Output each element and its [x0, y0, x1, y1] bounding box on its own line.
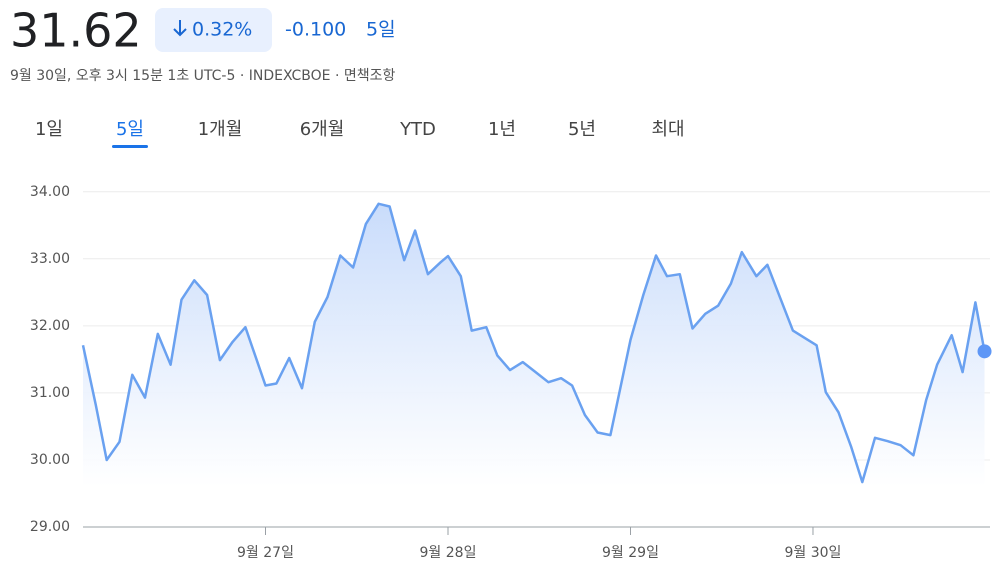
x-tick-label: 9월 29일: [602, 545, 659, 561]
y-tick-label: 32.00: [30, 318, 70, 334]
x-tick-label: 9월 28일: [420, 545, 477, 561]
tab[interactable]: 5일: [116, 119, 144, 140]
y-tick-label: 34.00: [30, 184, 70, 200]
tab[interactable]: YTD: [399, 119, 436, 140]
price-line: [81, 202, 986, 484]
y-tick-label: 31.00: [30, 385, 70, 401]
tab[interactable]: 1일: [35, 119, 63, 140]
x-tick-label: 9월 27일: [237, 545, 294, 561]
y-tick-label: 30.00: [30, 452, 70, 468]
change-percent: 0.32%: [192, 19, 252, 41]
price: 31.62: [10, 4, 142, 58]
subtitle: 9월 30일, 오후 3시 15분 1초 UTC-5 · INDEXCBOE ·…: [10, 68, 396, 84]
last-point: [977, 344, 992, 359]
change-pill: [155, 8, 272, 52]
tab[interactable]: 1년: [488, 119, 516, 140]
change: -0.100: [285, 19, 346, 41]
y-tick-label: 33.00: [30, 251, 70, 267]
down-arrow: [173, 20, 187, 37]
tab[interactable]: 5년: [568, 119, 596, 140]
tab[interactable]: 1개월: [198, 119, 243, 140]
x-tick-label: 9월 30일: [785, 545, 842, 561]
tabs: 1일 5일 1개월 6개월 YTD 1년 5년 최대: [35, 119, 685, 148]
plot: 29.00 30.00 31.00 32.00 33.00 34.00 9월 27일 9월 2…: [30, 184, 992, 561]
tab[interactable]: 최대: [651, 119, 684, 140]
tab[interactable]: 6개월: [300, 119, 345, 140]
period: 5일: [366, 19, 396, 41]
tab-underline: [112, 145, 148, 148]
y-tick-label: 29.00: [30, 519, 70, 535]
